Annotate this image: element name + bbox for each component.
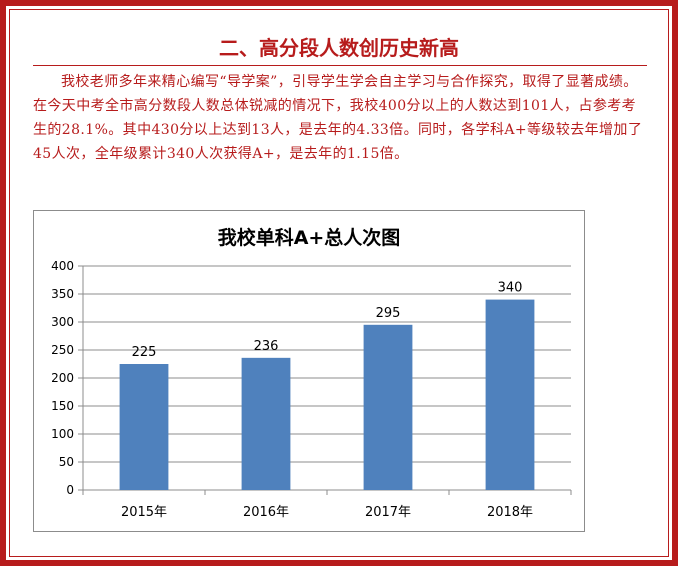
y-tick-label: 100 xyxy=(51,427,74,441)
y-tick-label: 0 xyxy=(66,483,74,497)
bar xyxy=(119,364,169,490)
bar-chart: 我校单科A+总人次图 0 50 100 150 200 250 300 350 400 2015年… xyxy=(33,210,585,532)
chart-title: 我校单科A+总人次图 xyxy=(218,226,401,249)
bar xyxy=(363,324,413,490)
y-tick-label: 300 xyxy=(51,315,74,329)
x-tick-label: 2018年 xyxy=(487,505,533,520)
bar-value-label: 225 xyxy=(132,345,157,360)
y-tick-label: 250 xyxy=(51,343,74,357)
y-tick-label: 150 xyxy=(51,399,74,413)
x-tick-label: 2016年 xyxy=(243,505,289,520)
bar-chart-svg: 我校单科A+总人次图 0 50 100 150 200 250 300 350 400 2015年… xyxy=(33,210,585,532)
page-inner-border xyxy=(9,9,669,557)
y-tick-label: 350 xyxy=(51,287,74,301)
bar xyxy=(485,299,535,490)
bar xyxy=(241,357,291,490)
bar-value-label: 340 xyxy=(498,281,523,296)
x-tick-label: 2017年 xyxy=(365,505,411,520)
heading-underline xyxy=(33,65,647,66)
body-paragraph: 我校老师多年来精心编写“导学案”，引导学生学会自主学习与合作探究，取得了显著成绩… xyxy=(33,74,643,162)
x-tick-label: 2015年 xyxy=(121,505,167,520)
data-labels: 225 236 295 340 xyxy=(132,281,523,360)
y-tick-label: 200 xyxy=(51,371,74,385)
y-tick-label: 50 xyxy=(59,455,74,469)
y-tick-label: 400 xyxy=(51,259,74,273)
bar-value-label: 236 xyxy=(254,339,279,354)
bar-value-label: 295 xyxy=(376,306,401,321)
bars xyxy=(119,299,535,490)
section-heading: 二、高分段人数创历史新高 xyxy=(219,36,459,60)
